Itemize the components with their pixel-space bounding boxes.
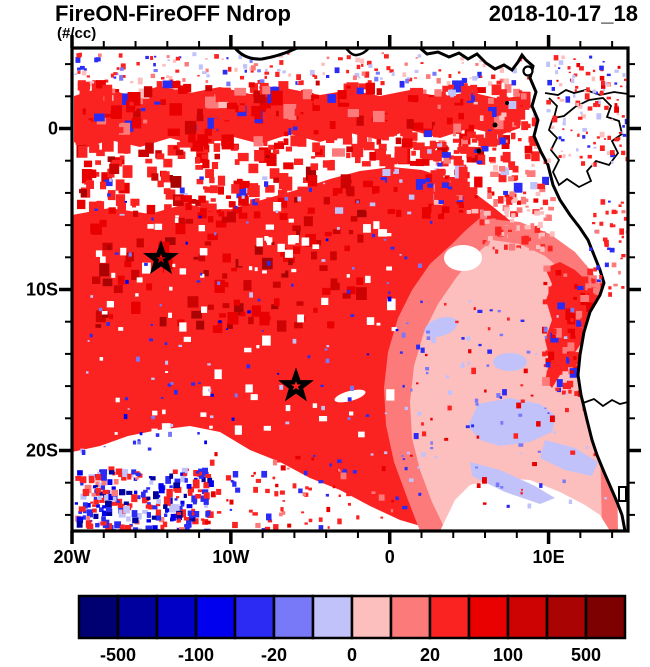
field-weak-negative-patch bbox=[424, 316, 458, 338]
x-axis-label: 0 bbox=[385, 547, 395, 567]
colorbar-box bbox=[467, 594, 510, 640]
axis-labels: 20W 10W 0 10E 0 10S 20S bbox=[26, 119, 565, 568]
colorbar-box bbox=[311, 594, 354, 640]
x-axis-label: 10E bbox=[533, 547, 565, 567]
y-axis-label: 10S bbox=[26, 280, 58, 300]
colorbar-box bbox=[350, 594, 393, 640]
speckle-noise-ocean bbox=[74, 52, 628, 531]
island-dot bbox=[505, 101, 509, 105]
field-hole bbox=[444, 245, 482, 271]
star-marker bbox=[142, 240, 179, 275]
colorbar-box bbox=[155, 594, 198, 640]
island-dot bbox=[492, 122, 498, 128]
field-weak-negative-patch bbox=[468, 398, 556, 446]
colorbar-box bbox=[233, 594, 276, 640]
x-axis-label: 20W bbox=[53, 547, 90, 567]
star-marker bbox=[278, 367, 314, 402]
field-near-zero-wedge bbox=[440, 478, 610, 531]
colorbar-label: 100 bbox=[493, 645, 523, 665]
colorbar-box bbox=[194, 594, 237, 640]
x-axis-label: 10W bbox=[212, 547, 249, 567]
island-ring bbox=[522, 65, 534, 77]
colorbar-box bbox=[77, 594, 120, 640]
y-axis-label: 20S bbox=[26, 441, 58, 461]
colorbar-box bbox=[506, 594, 549, 640]
station-markers bbox=[142, 240, 314, 402]
coastline-gulf-dip bbox=[345, 48, 370, 57]
plot-timestamp: 2018-10-17_18 bbox=[488, 1, 638, 26]
coastline bbox=[419, 48, 627, 531]
field-hole bbox=[334, 389, 366, 403]
map-field bbox=[72, 48, 628, 531]
colorbar: -500 -100 -20 0 20 100 500 bbox=[77, 594, 627, 665]
colorbar-box bbox=[428, 594, 471, 640]
map-frame bbox=[70, 46, 630, 533]
colorbar-label: 0 bbox=[347, 645, 357, 665]
field-weak-negative-patch bbox=[493, 353, 527, 371]
land-fill bbox=[420, 48, 628, 531]
field-weak-negative-streak bbox=[470, 462, 555, 504]
coastal-bay-outline bbox=[618, 486, 627, 502]
speckle-noise-land bbox=[546, 55, 628, 297]
colorbar-label: -20 bbox=[261, 645, 287, 665]
y-axis-label: 0 bbox=[48, 119, 58, 139]
field-strong-positive-mass bbox=[72, 167, 520, 531]
colorbar-label: -100 bbox=[178, 645, 214, 665]
field-weak-negative-patch bbox=[540, 440, 598, 476]
colorbar-box bbox=[116, 594, 159, 640]
axis-ticks bbox=[59, 35, 641, 544]
colorbar-box bbox=[272, 594, 315, 640]
colorbar-label: 500 bbox=[571, 645, 601, 665]
units-label: (#/cc) bbox=[57, 25, 97, 42]
colorbar-label: -500 bbox=[100, 645, 136, 665]
island-dot bbox=[476, 148, 482, 154]
colorbar-box bbox=[584, 594, 627, 640]
colorbar-label: 20 bbox=[420, 645, 440, 665]
plot-title: FireON-FireOFF Ndrop bbox=[55, 1, 291, 26]
colorbar-box bbox=[389, 594, 432, 640]
coastline-gulf-dip bbox=[233, 48, 298, 61]
colorbar-box bbox=[545, 594, 588, 640]
